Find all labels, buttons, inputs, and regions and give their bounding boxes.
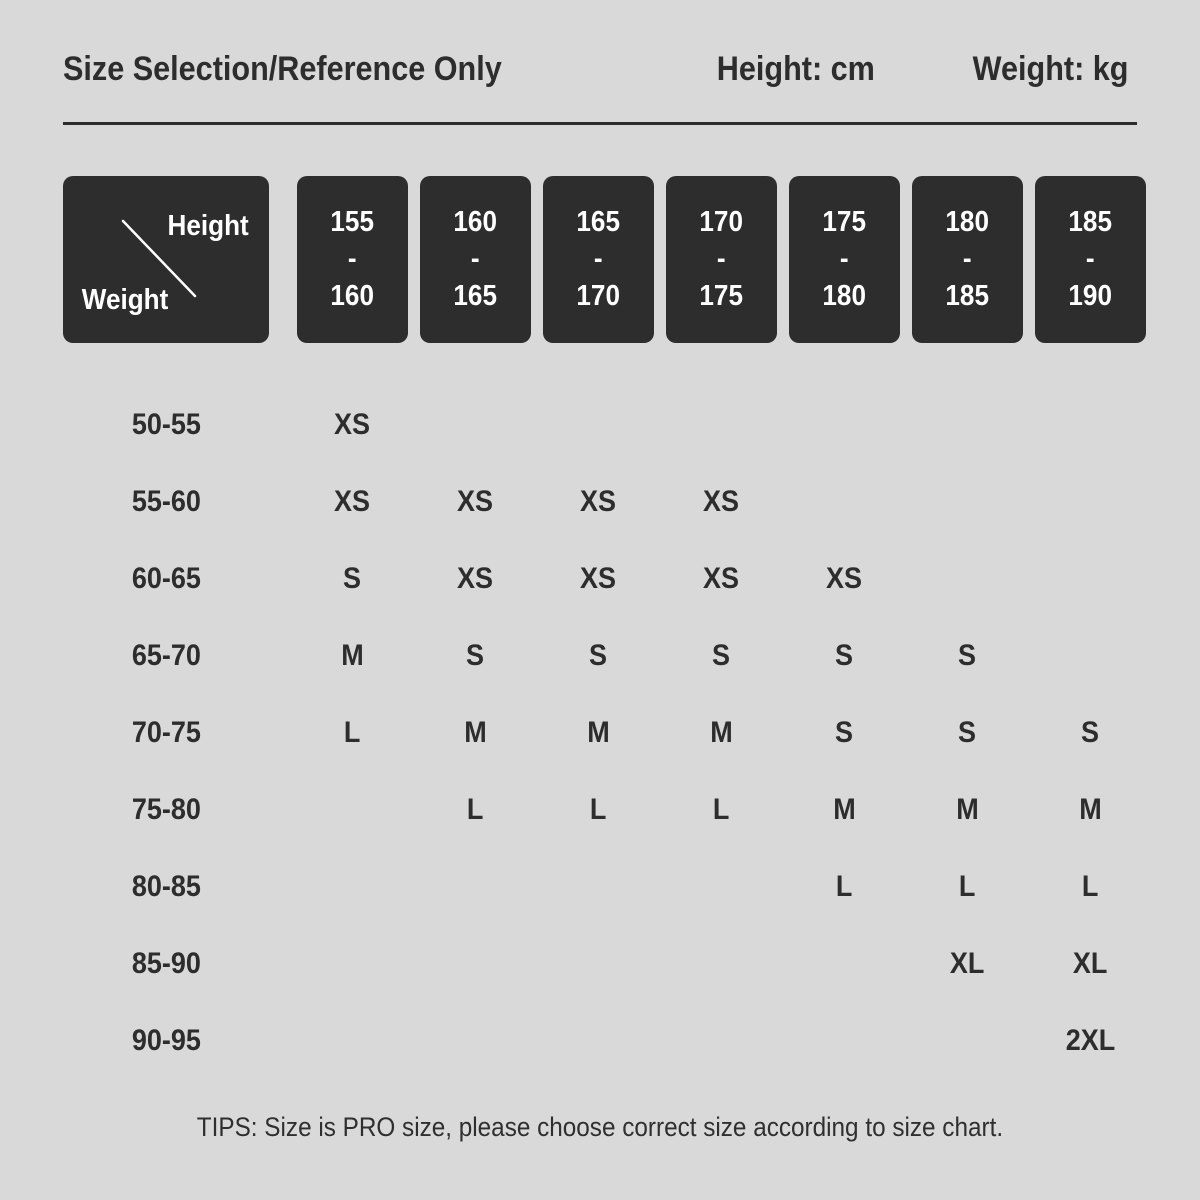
weight-range-label: 80-85 — [131, 869, 201, 903]
size-cell: S — [958, 715, 977, 749]
table-row: 60-65 S XS XS XS XS — [63, 540, 1146, 617]
size-cell: XL — [1073, 946, 1108, 980]
size-cell: M — [1079, 792, 1102, 826]
size-cell: XS — [457, 484, 494, 518]
table-row: 70-75 L M M M S S S — [63, 694, 1146, 771]
height-range-cell: 175 - 180 — [789, 176, 900, 343]
tips-text: TIPS: Size is PRO size, please choose co… — [196, 1112, 1004, 1142]
table-row: 80-85 L L L — [63, 848, 1146, 925]
weight-unit-label: Weight: kg — [972, 50, 1129, 88]
size-cell: S — [343, 561, 362, 595]
height-range-text: 180 - 185 — [945, 206, 990, 312]
size-cell: L — [713, 792, 730, 826]
size-cell: S — [712, 638, 731, 672]
size-cell: XS — [580, 561, 617, 595]
size-cell: XS — [334, 484, 371, 518]
weight-range-label: 60-65 — [131, 561, 201, 595]
height-range-text: 160 - 165 — [453, 206, 498, 312]
size-cell: L — [836, 869, 853, 903]
size-cell: M — [341, 638, 364, 672]
size-cell: S — [589, 638, 608, 672]
height-range-cell: 155 - 160 — [297, 176, 408, 343]
height-range-cell: 185 - 190 — [1035, 176, 1146, 343]
corner-weight-label: Weight — [81, 284, 169, 316]
size-cell: S — [1081, 715, 1100, 749]
size-cell: XS — [457, 561, 494, 595]
size-cell: L — [959, 869, 976, 903]
height-range-cell: 165 - 170 — [543, 176, 654, 343]
size-cell: M — [464, 715, 487, 749]
height-range-cell: 170 - 175 — [666, 176, 777, 343]
size-cell: M — [833, 792, 856, 826]
weight-range-label: 90-95 — [131, 1023, 201, 1057]
size-cell: L — [344, 715, 361, 749]
height-range-text: 185 - 190 — [1068, 206, 1113, 312]
size-cell: S — [958, 638, 977, 672]
unit-labels: Height: cm Weight: kg — [708, 50, 1137, 89]
size-cell: M — [710, 715, 733, 749]
size-table-body: 50-55 XS 55-60 XS XS XS XS 60-65 S XS XS… — [63, 386, 1146, 1079]
table-row: 75-80 L L L M M M — [63, 771, 1146, 848]
height-header-row: Height Weight 155 - 160 160 - 165 165 - … — [63, 176, 1146, 343]
table-row: 55-60 XS XS XS XS — [63, 463, 1146, 540]
size-cell: S — [835, 715, 854, 749]
divider-line — [63, 122, 1137, 125]
size-cell: 2XL — [1065, 1023, 1116, 1057]
tips-note: TIPS: Size is PRO size, please choose co… — [0, 1112, 1200, 1143]
size-cell: M — [956, 792, 979, 826]
diagonal-divider-line — [121, 219, 197, 298]
size-cell: XS — [703, 561, 740, 595]
corner-box: Height Weight — [63, 176, 269, 343]
table-row: 85-90 XL XL — [63, 925, 1146, 1002]
size-cell: S — [835, 638, 854, 672]
height-range-cell: 160 - 165 — [420, 176, 531, 343]
height-range-text: 170 - 175 — [699, 206, 744, 312]
weight-range-label: 70-75 — [131, 715, 201, 749]
size-cell: S — [466, 638, 485, 672]
size-cell: L — [467, 792, 484, 826]
weight-range-label: 50-55 — [131, 407, 201, 441]
table-row: 90-95 2XL — [63, 1002, 1146, 1079]
size-cell: XS — [334, 407, 371, 441]
size-cell: L — [590, 792, 607, 826]
table-row: 50-55 XS — [63, 386, 1146, 463]
size-cell: XL — [950, 946, 985, 980]
weight-range-label: 75-80 — [131, 792, 201, 826]
corner-height-label: Height — [167, 210, 249, 242]
table-row: 65-70 M S S S S S — [63, 617, 1146, 694]
header-bar: Size Selection/Reference Only Height: cm… — [63, 50, 1137, 89]
size-cell: XS — [580, 484, 617, 518]
weight-range-label: 85-90 — [131, 946, 201, 980]
height-range-cell: 180 - 185 — [912, 176, 1023, 343]
weight-range-label: 65-70 — [131, 638, 201, 672]
size-cell: M — [587, 715, 610, 749]
page-title: Size Selection/Reference Only — [63, 50, 502, 88]
height-unit-label: Height: cm — [716, 50, 876, 88]
size-cell: L — [1082, 869, 1099, 903]
height-range-text: 175 - 180 — [822, 206, 867, 312]
size-cell: XS — [826, 561, 863, 595]
height-range-text: 165 - 170 — [576, 206, 621, 312]
size-cell: XS — [703, 484, 740, 518]
height-range-text: 155 - 160 — [330, 206, 375, 312]
weight-range-label: 55-60 — [131, 484, 201, 518]
